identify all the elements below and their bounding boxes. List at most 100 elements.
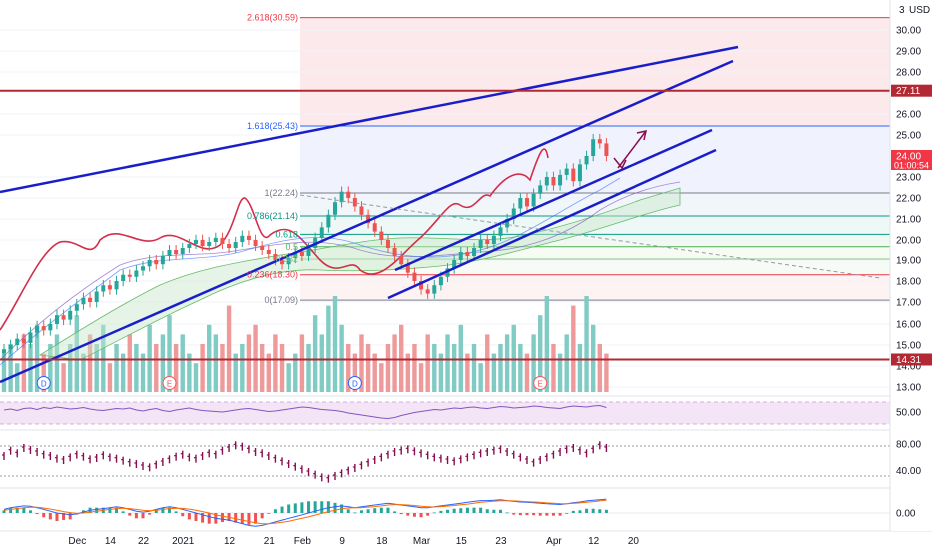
candle-body — [8, 345, 13, 350]
macd-hist-bar — [346, 509, 350, 513]
volume-bar — [392, 334, 397, 392]
volume-bar — [140, 353, 146, 392]
macd-hist-bar — [181, 513, 185, 517]
volume-bar — [538, 315, 543, 392]
candle-body — [551, 177, 556, 186]
candle-body — [518, 198, 523, 209]
event-marker-label: D — [41, 380, 47, 389]
candle-body — [253, 240, 258, 246]
macd-hist-bar — [300, 502, 304, 513]
candle-body — [458, 252, 463, 260]
candle-body — [445, 268, 450, 277]
volume-bar — [425, 334, 430, 392]
macd-hist-bar — [48, 513, 52, 520]
candle-body — [240, 235, 245, 242]
trendline-channel-upper[interactable] — [0, 59, 734, 384]
volume-bar — [21, 334, 27, 392]
trendline-channel-lower[interactable] — [387, 148, 717, 300]
volume-bar — [213, 334, 219, 392]
candle-body — [167, 250, 172, 256]
candle-body — [405, 264, 410, 273]
volume-bar — [524, 353, 530, 392]
candle-body — [114, 281, 119, 290]
event-marker-circle — [36, 376, 51, 390]
candle-body — [438, 276, 443, 286]
horizontal-levels[interactable] — [0, 89, 890, 361]
fib-level-label: 1(22.24) — [264, 188, 298, 198]
volume-bar — [531, 334, 536, 392]
price-tick-label: 25.00 — [896, 131, 921, 142]
macd-hist-bar — [293, 503, 297, 513]
scale-mode-label[interactable]: 3 — [899, 5, 905, 16]
time-tick-label: 15 — [456, 536, 468, 547]
stoch-bars — [2, 441, 608, 483]
volume-bar — [498, 344, 503, 392]
time-axis-labels: Dec 14 22 2021 12 21 Feb 9 18 Mar 15 23 Apr 12 20 — [68, 536, 639, 547]
macd-hist-bar — [267, 513, 271, 514]
macd-hist-bar — [320, 501, 324, 513]
macd-hist-bar — [604, 509, 608, 513]
volume-bar — [544, 296, 550, 392]
candle-body — [558, 174, 563, 186]
candle-body — [266, 250, 271, 254]
candle-body — [207, 242, 212, 246]
event-marker-label: E — [538, 380, 543, 389]
volume-bar — [597, 344, 602, 392]
volume-bar — [120, 353, 126, 392]
volume-bar — [332, 296, 338, 392]
candle-body — [74, 304, 79, 311]
candle-body — [498, 227, 503, 236]
candle-body — [28, 332, 33, 343]
macd-hist-bar — [326, 501, 330, 513]
time-tick-label: 23 — [495, 536, 507, 547]
macd-hist-bar — [168, 507, 171, 513]
volume-bar — [352, 353, 358, 392]
volume-bar — [359, 334, 364, 392]
fib-level-label: 0(17.09) — [264, 295, 298, 305]
volume-bar — [365, 344, 371, 392]
volume-bar — [604, 353, 609, 392]
volume-bar — [319, 334, 324, 392]
fib-level-label: 2.618(30.59) — [247, 13, 298, 23]
time-tick-label: 9 — [339, 536, 345, 547]
ichimoku-cloud — [38, 187, 681, 361]
forecast-arrow[interactable] — [613, 130, 647, 170]
macd-hist-bar — [161, 507, 165, 513]
candle-body — [319, 227, 324, 238]
candle-body — [425, 289, 430, 294]
fib-level-label: 0.618 — [275, 229, 298, 239]
macd-hist-bar — [187, 513, 191, 520]
candle-body — [412, 272, 417, 281]
volume-bar — [15, 363, 20, 392]
macd-hist-bar — [459, 508, 463, 513]
event-marker-circle — [347, 376, 362, 390]
ichimoku-conversion-line — [0, 177, 621, 366]
macd-hist-bar — [2, 510, 6, 513]
candle-body — [333, 202, 337, 215]
fib-zone — [300, 234, 890, 247]
volume-bar — [34, 324, 40, 392]
event-marker-circle — [162, 376, 177, 390]
currency-label[interactable]: USD — [909, 5, 930, 16]
time-tick-label: 12 — [588, 536, 600, 547]
macd-hist-bar — [386, 507, 390, 513]
macd-hist-bar — [505, 512, 509, 514]
price-tag-label: 24.00 — [896, 152, 921, 163]
macd-hist-bar — [585, 508, 589, 513]
macd-hist-bar — [201, 513, 205, 523]
candle-body — [346, 191, 351, 198]
candle-body — [260, 246, 265, 250]
candle-body — [577, 164, 582, 182]
trendline-channel-mid[interactable] — [394, 128, 713, 272]
volume-bar — [259, 344, 265, 392]
volume-bar — [193, 363, 199, 392]
volume-bar — [266, 353, 271, 392]
price-tick-label: 20.00 — [896, 236, 921, 247]
trendline-long[interactable] — [0, 45, 739, 194]
candle-body — [61, 315, 66, 320]
macd-hist-bar — [240, 513, 244, 524]
candle-body — [280, 260, 285, 265]
